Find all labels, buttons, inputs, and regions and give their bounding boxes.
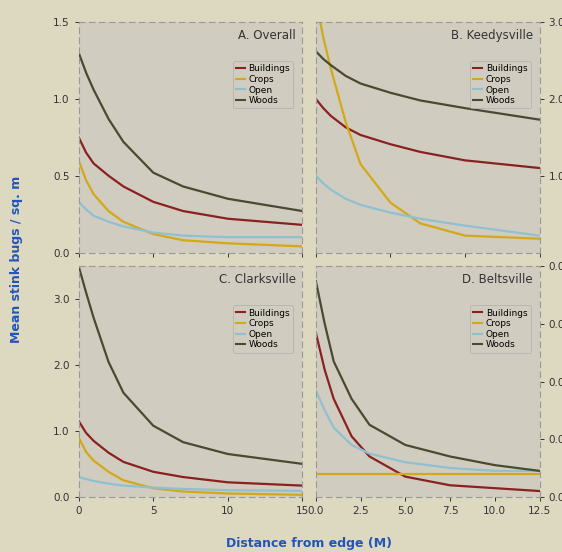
- Legend: Buildings, Crops, Open, Woods: Buildings, Crops, Open, Woods: [470, 305, 531, 353]
- Legend: Buildings, Crops, Open, Woods: Buildings, Crops, Open, Woods: [233, 61, 293, 108]
- Legend: Buildings, Crops, Open, Woods: Buildings, Crops, Open, Woods: [233, 305, 293, 353]
- Text: C. Clarksville: C. Clarksville: [219, 273, 296, 286]
- Text: A. Overall: A. Overall: [238, 29, 296, 42]
- Text: Distance from edge (M): Distance from edge (M): [226, 537, 392, 550]
- Text: Mean stink bugs / sq. m: Mean stink bugs / sq. m: [10, 176, 24, 343]
- Text: D. Beltsville: D. Beltsville: [462, 273, 533, 286]
- Text: B. Keedysville: B. Keedysville: [451, 29, 533, 42]
- Legend: Buildings, Crops, Open, Woods: Buildings, Crops, Open, Woods: [470, 61, 531, 108]
